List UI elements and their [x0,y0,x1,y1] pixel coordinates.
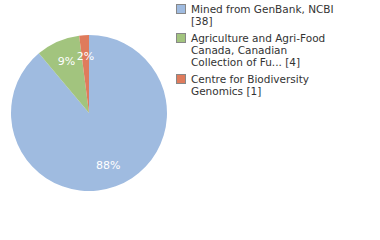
svg-text:9%: 9% [58,55,75,68]
html-text:Centre for Biodiversity Genomi: Centre for Biodiversity Genomics [1] [191,73,310,97]
html-text:Mined from GenBank, NCBI [38]: Mined from GenBank, NCBI [38] [191,3,334,27]
svg-text:88%: 88% [96,159,120,172]
svg-text:2%: 2% [77,50,94,63]
html-text:Agriculture and Agri-Food Cana: Agriculture and Agri-Food Canada, Canadi… [191,32,326,68]
